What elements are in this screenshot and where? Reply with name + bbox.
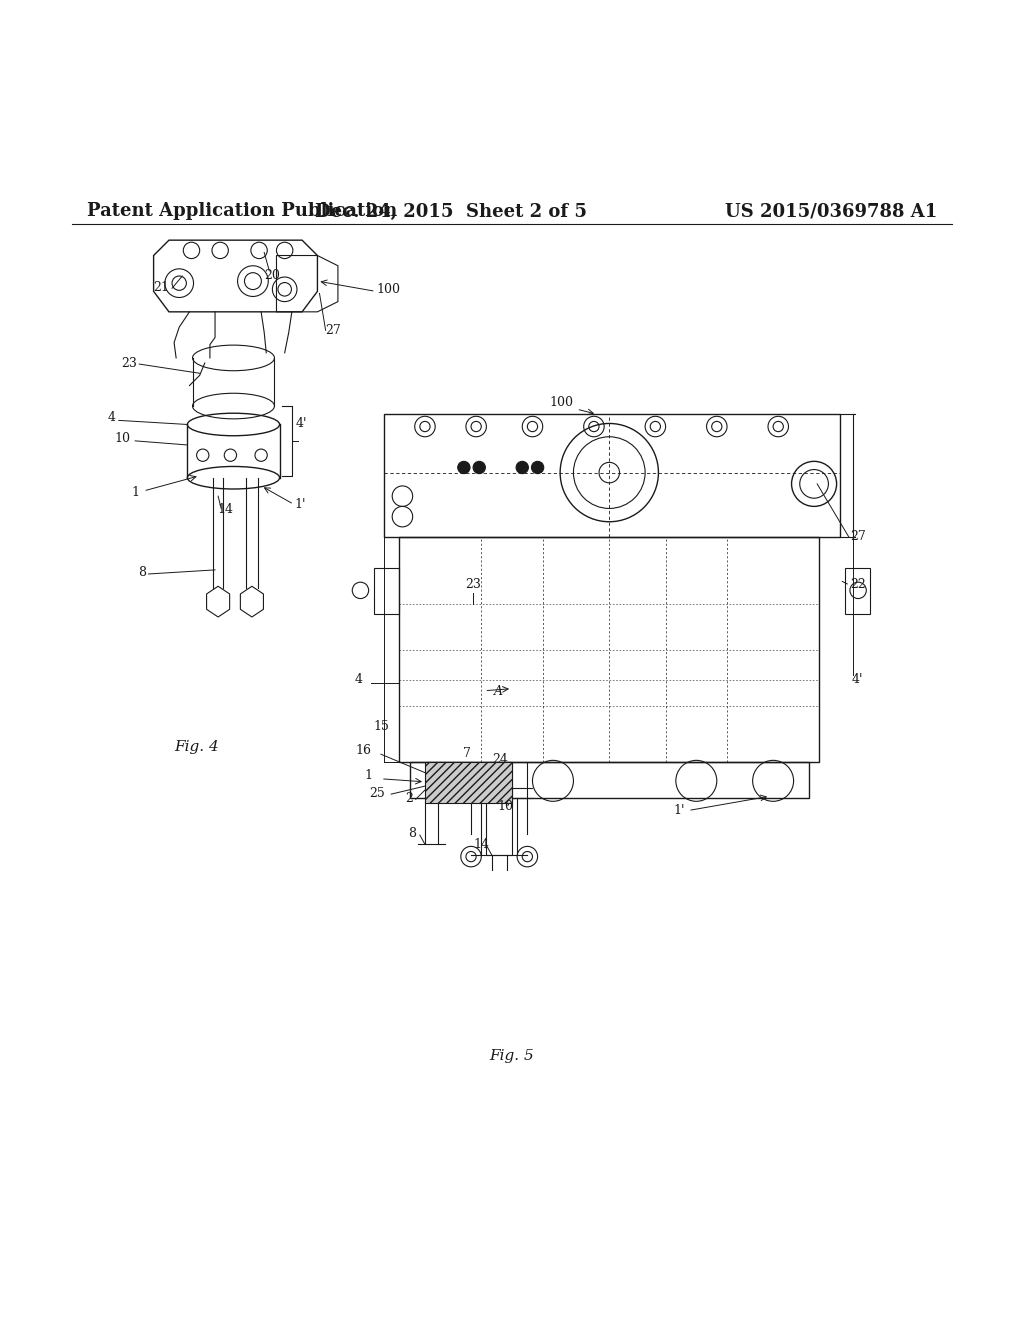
Text: 1': 1'	[295, 499, 306, 511]
Circle shape	[531, 462, 544, 474]
Circle shape	[516, 462, 528, 474]
Bar	[410, 763, 809, 799]
Text: 7: 7	[463, 747, 471, 760]
Text: 27: 27	[850, 531, 865, 544]
Bar	[425, 763, 512, 804]
Text: 14: 14	[217, 503, 233, 516]
Text: Fig. 4: Fig. 4	[174, 741, 219, 754]
Text: 25: 25	[369, 787, 385, 800]
Text: 8: 8	[408, 828, 416, 840]
Text: 23: 23	[121, 358, 137, 370]
Text: 20: 20	[264, 269, 281, 282]
Text: 1': 1'	[673, 804, 685, 817]
Text: 14: 14	[473, 838, 489, 851]
Text: 100: 100	[377, 284, 400, 297]
Bar	[384, 414, 840, 537]
Text: A: A	[495, 685, 503, 698]
Circle shape	[458, 462, 470, 474]
Text: 4: 4	[354, 672, 362, 685]
Text: 10: 10	[498, 800, 514, 813]
Text: 2: 2	[406, 792, 414, 805]
Bar	[374, 568, 399, 614]
Text: 24: 24	[492, 754, 508, 767]
Text: 100: 100	[549, 396, 573, 409]
Text: 4': 4'	[852, 672, 863, 685]
Bar	[399, 537, 819, 763]
Bar	[486, 763, 512, 854]
Text: Fig. 5: Fig. 5	[489, 1049, 535, 1064]
Text: 22: 22	[850, 578, 865, 591]
Bar	[845, 568, 870, 614]
Text: 1: 1	[131, 486, 139, 499]
Text: 8: 8	[138, 566, 146, 579]
Circle shape	[473, 462, 485, 474]
Text: 1: 1	[365, 768, 373, 781]
Text: 23: 23	[465, 578, 481, 591]
Text: 10: 10	[115, 432, 131, 445]
Text: Dec. 24, 2015  Sheet 2 of 5: Dec. 24, 2015 Sheet 2 of 5	[314, 202, 587, 220]
Text: 15: 15	[373, 719, 389, 733]
Text: US 2015/0369788 A1: US 2015/0369788 A1	[725, 202, 937, 220]
Text: 4': 4'	[296, 417, 307, 429]
Text: 21: 21	[154, 281, 170, 294]
Text: 27: 27	[326, 325, 341, 338]
Text: Patent Application Publication: Patent Application Publication	[87, 202, 397, 220]
Text: 4: 4	[108, 412, 116, 425]
Text: 16: 16	[355, 744, 372, 758]
